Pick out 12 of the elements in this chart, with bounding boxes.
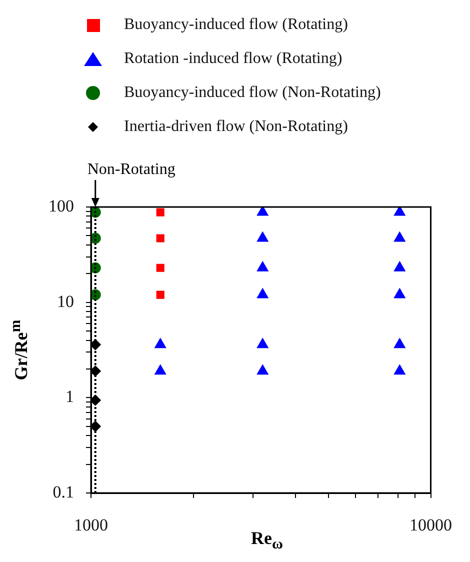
y-tick-label: 1 — [66, 387, 74, 406]
ref-line-label: Non-Rotating — [87, 161, 176, 178]
y-tick-label: 0.1 — [52, 482, 74, 502]
x-axis-title: Re$_{ω}$ — [251, 528, 283, 553]
y-tick-label: 100 — [48, 196, 74, 216]
legend-label: Buoyancy-induced flow (Non-Rotating) — [124, 84, 381, 102]
y-tick-label: 10 — [57, 292, 74, 311]
legend-label: Buoyancy-induced flow (Rotating) — [124, 16, 348, 34]
legend-label: Inertia-driven flow (Non-Rotating) — [124, 118, 348, 136]
x-tick-label: 1000 — [74, 516, 108, 535]
x-tick-label: 10000 — [410, 516, 452, 535]
legend-label: Rotation -induced flow (Rotating) — [124, 50, 342, 68]
